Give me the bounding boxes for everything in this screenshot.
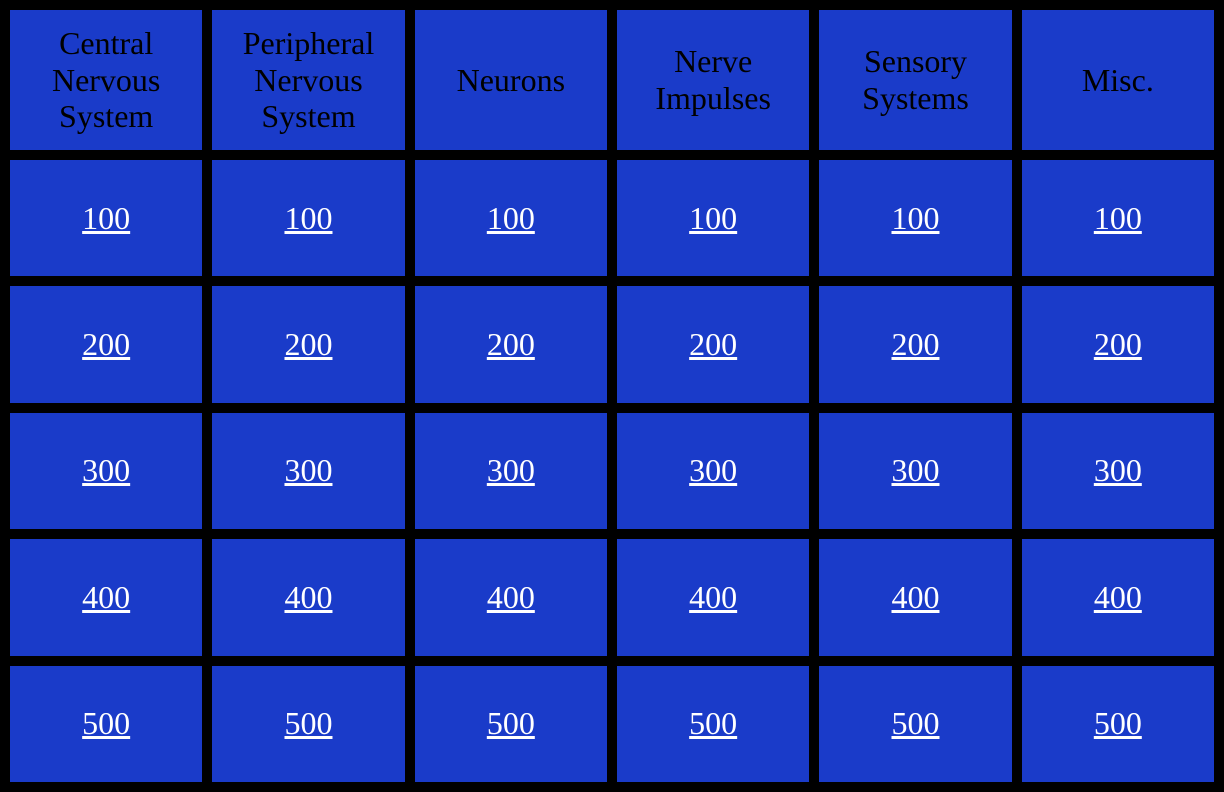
value-cell[interactable]: 200 [1022,286,1214,402]
value-cell[interactable]: 400 [819,539,1011,655]
value-cell[interactable]: 100 [212,160,404,276]
value-cell[interactable]: 300 [415,413,607,529]
value-cell[interactable]: 300 [212,413,404,529]
category-header: Sensory Systems [819,10,1011,150]
value-cell[interactable]: 200 [10,286,202,402]
value-cell[interactable]: 100 [1022,160,1214,276]
value-cell[interactable]: 200 [617,286,809,402]
value-cell[interactable]: 100 [415,160,607,276]
value-cell[interactable]: 200 [415,286,607,402]
value-cell[interactable]: 400 [617,539,809,655]
value-cell[interactable]: 300 [1022,413,1214,529]
value-cell[interactable]: 100 [819,160,1011,276]
value-cell[interactable]: 400 [1022,539,1214,655]
value-cell[interactable]: 100 [10,160,202,276]
value-cell[interactable]: 400 [415,539,607,655]
value-cell[interactable]: 200 [212,286,404,402]
value-cell[interactable]: 500 [1022,666,1214,782]
value-cell[interactable]: 400 [10,539,202,655]
value-cell[interactable]: 300 [617,413,809,529]
value-cell[interactable]: 300 [819,413,1011,529]
category-header: Misc. [1022,10,1214,150]
category-header: Peripheral Nervous System [212,10,404,150]
value-cell[interactable]: 500 [415,666,607,782]
value-cell[interactable]: 100 [617,160,809,276]
value-cell[interactable]: 500 [617,666,809,782]
value-cell[interactable]: 500 [10,666,202,782]
category-header: Neurons [415,10,607,150]
jeopardy-board: Central Nervous System Peripheral Nervou… [10,10,1214,782]
value-cell[interactable]: 500 [819,666,1011,782]
value-cell[interactable]: 400 [212,539,404,655]
category-header: Nerve Impulses [617,10,809,150]
value-cell[interactable]: 200 [819,286,1011,402]
value-cell[interactable]: 300 [10,413,202,529]
category-header: Central Nervous System [10,10,202,150]
value-cell[interactable]: 500 [212,666,404,782]
